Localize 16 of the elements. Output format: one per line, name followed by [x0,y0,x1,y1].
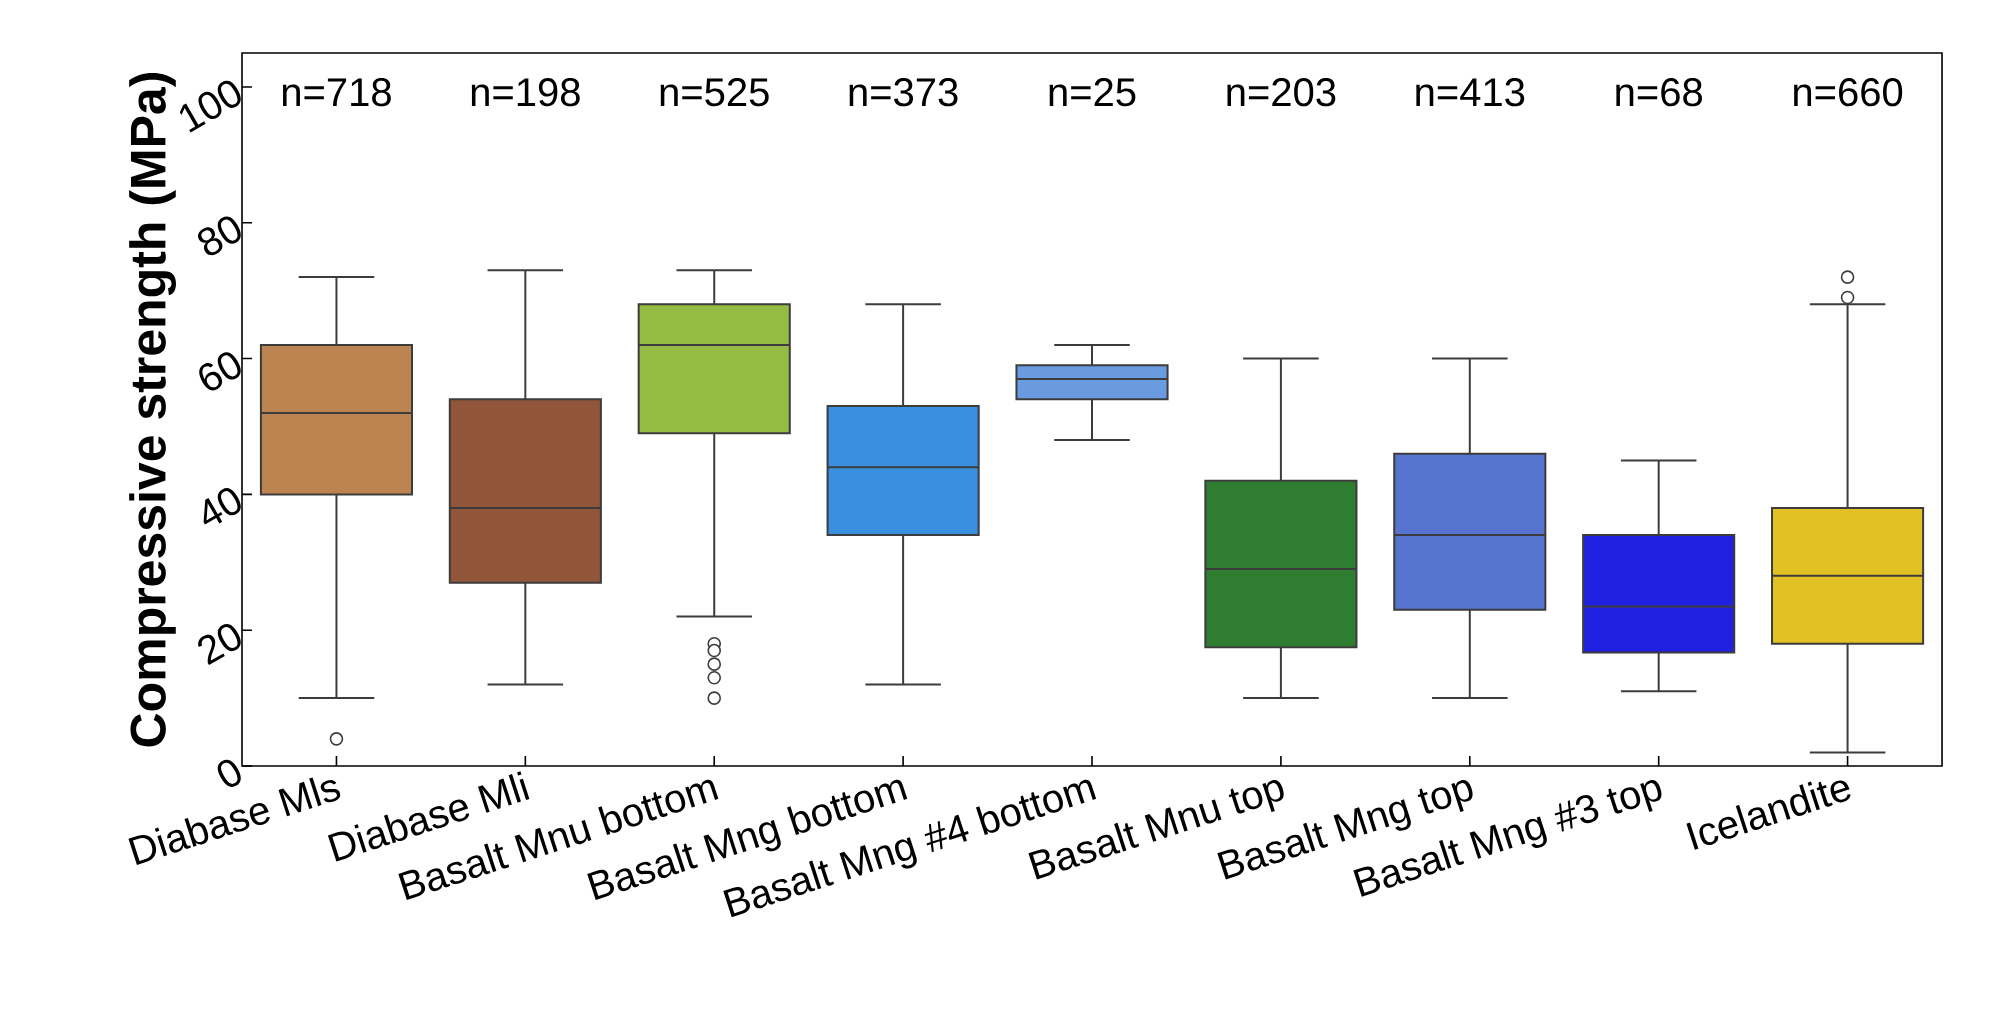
annotation: n=373 [849,78,958,107]
y-tick-label: 20 [198,623,241,666]
annotation: n=525 [660,78,769,107]
annotation: n=203 [1227,78,1336,107]
y-tick-label: 60 [199,352,241,391]
y-tick-label: 100 [179,80,241,133]
annotation: n=660 [1794,78,1903,107]
annotation: n=25 [1049,78,1136,107]
y-tick-label: 80 [198,216,241,256]
annotation: n=68 [1616,78,1702,107]
annotation: n=413 [1416,78,1525,107]
annotation: n=198 [471,78,580,107]
y-tick-label: 40 [203,488,241,525]
y-tick-label: 0 [217,759,241,787]
y-axis-title: Compressive strength (MPa) [129,73,176,747]
annotation: n=718 [282,78,391,107]
